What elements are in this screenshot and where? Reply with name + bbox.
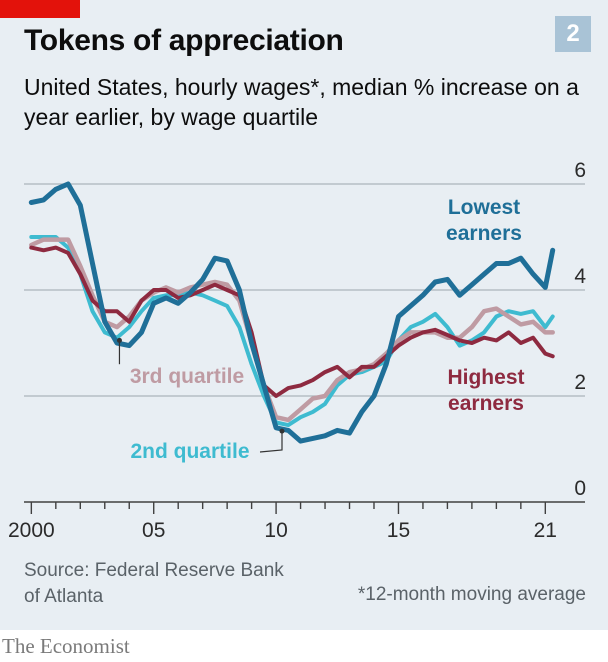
y-tick-label-6: 6 — [574, 159, 586, 182]
y-tick-label-0: 0 — [574, 477, 586, 500]
leader-line-2nd-quartile — [259, 431, 283, 453]
series-label-line: Lowest — [448, 196, 520, 219]
chart-subtitle: United States, hourly wages*, median % i… — [24, 74, 579, 130]
brand-red-tag — [0, 0, 80, 18]
series-label-highest-earners: Highest earners — [447, 366, 524, 415]
x-tick-label-10: 10 — [264, 519, 287, 542]
series-label-3rd-quartile: 3rd quartile — [130, 365, 244, 388]
series-label-line: earners — [446, 222, 522, 245]
x-tick-label-15: 15 — [387, 519, 410, 542]
chart-title: Tokens of appreciation — [24, 24, 344, 57]
publisher-wordmark: The Economist — [2, 634, 130, 658]
leader-dot-3rd-quartile — [116, 337, 122, 343]
leader-dot-2nd-quartile — [279, 428, 285, 434]
series-label-2nd-quartile: 2nd quartile — [130, 440, 249, 463]
y-tick-label-4: 4 — [574, 265, 586, 288]
line-chart: 0 2 4 6 2000 05 10 15 21 2nd quartile 3rd quartile… — [8, 159, 586, 542]
series-label-line: 2nd quartile — [130, 440, 249, 463]
series-label-line: 3rd quartile — [130, 365, 244, 388]
series-line-highest-earners — [29, 245, 555, 398]
x-tick-label-2000: 2000 — [8, 519, 55, 542]
series-line-3rd-quartile — [29, 237, 555, 423]
source-note: Source: Federal Reserve Bank of Atlanta — [24, 560, 284, 607]
series-label-line: earners — [448, 392, 524, 415]
series-label-line: Highest — [447, 366, 524, 389]
footnote: *12-month moving average — [357, 584, 586, 605]
chart-number-badge: 2 — [555, 16, 591, 52]
y-tick-label-2: 2 — [574, 371, 586, 394]
x-tick-label-05: 05 — [142, 519, 165, 542]
series-label-lowest-earners: Lowest earners — [446, 196, 522, 245]
x-tick-label-21: 21 — [534, 519, 557, 542]
